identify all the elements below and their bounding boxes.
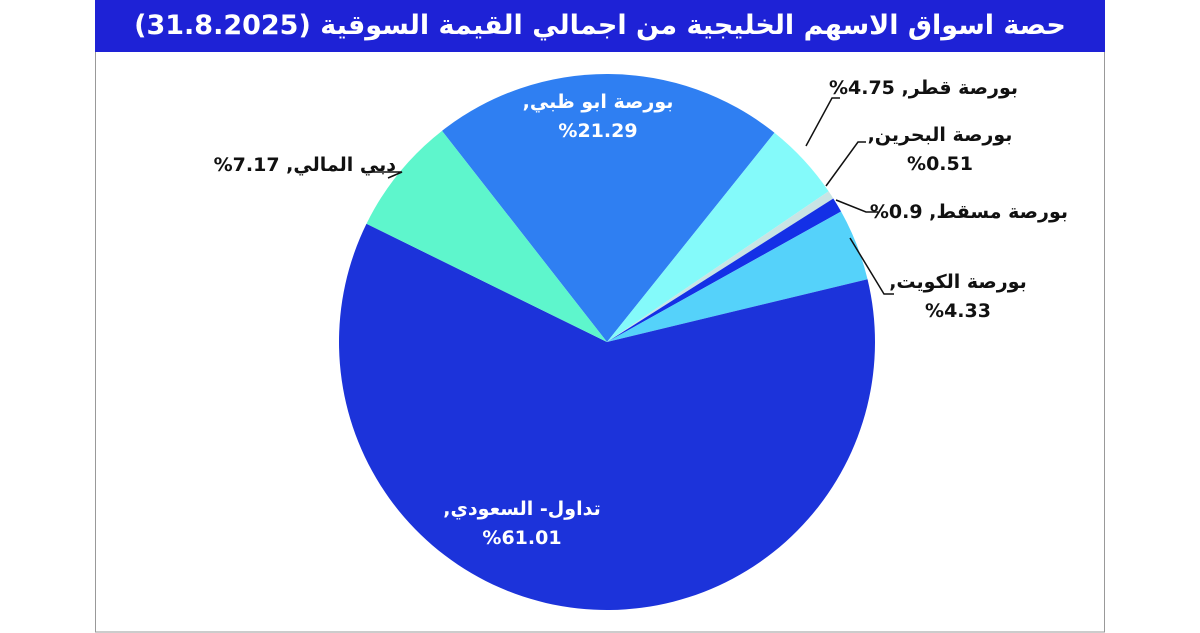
value-label: %0.9 bbox=[869, 201, 923, 223]
data-label: دبي المالي, %7.17 bbox=[214, 151, 396, 180]
category-label: بورصة البحرين, bbox=[867, 124, 1013, 146]
value-label: %0.51 bbox=[907, 153, 973, 175]
pie-slice bbox=[607, 211, 868, 342]
category-label: بورصة ابو ظبي, bbox=[522, 91, 674, 113]
data-label: بورصة الكويت, %4.33 bbox=[889, 268, 1027, 326]
category-label: بورصة مسقط, bbox=[929, 201, 1068, 223]
value-label: %7.17 bbox=[213, 154, 280, 176]
value-label: %4.75 bbox=[828, 77, 895, 99]
category-label: دبي المالي, bbox=[286, 154, 396, 176]
data-label: بورصة البحرين, %0.51 bbox=[868, 121, 1013, 179]
pie-slice bbox=[366, 130, 607, 342]
category-label: تداول- السعودي, bbox=[443, 498, 601, 520]
chart-title: حصة اسواق الاسهم الخليجية من اجمالي القي… bbox=[95, 0, 1105, 52]
category-label: بورصة قطر, bbox=[901, 77, 1018, 99]
value-label: %4.33 bbox=[925, 300, 991, 322]
data-label: بورصة قطر, %4.75 bbox=[829, 74, 1018, 103]
value-label: %21.29 bbox=[558, 120, 638, 142]
data-label: بورصة مسقط, %0.9 bbox=[870, 198, 1068, 227]
pie-slice bbox=[442, 74, 775, 342]
category-label: بورصة الكويت, bbox=[889, 271, 1027, 293]
pie bbox=[339, 74, 875, 611]
data-label: تداول- السعودي, %61.01 bbox=[443, 495, 600, 553]
pie-slice bbox=[607, 191, 834, 342]
pie-slice bbox=[607, 198, 842, 342]
data-label: بورصة ابو ظبي, %21.29 bbox=[523, 88, 674, 146]
pie-slice bbox=[607, 132, 829, 342]
leaders bbox=[362, 97, 894, 295]
pie-slice bbox=[339, 223, 875, 611]
value-label: %61.01 bbox=[482, 527, 562, 549]
